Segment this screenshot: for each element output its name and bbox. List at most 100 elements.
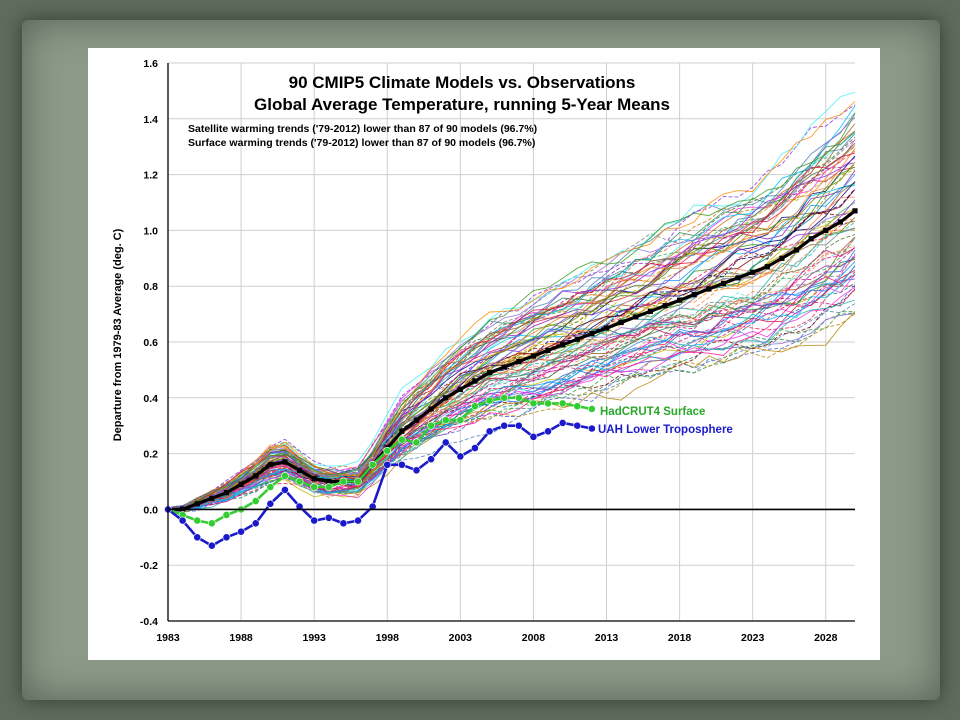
- uah-point: [397, 460, 406, 469]
- model-trace: [167, 131, 856, 513]
- model-mean-point: [750, 269, 756, 275]
- model-mean-point: [501, 364, 507, 370]
- chart-panel: 1983 1988 1993 1998 2003 2008 2013 2018 2023 2028…: [88, 48, 880, 660]
- model-trace: [167, 312, 856, 512]
- hadcrut4-point: [281, 472, 289, 480]
- y-tick-label: -0.2: [140, 560, 158, 572]
- model-trace: [167, 220, 856, 510]
- hadcrut4-point: [412, 438, 421, 447]
- y-tick-label: 0.2: [143, 449, 158, 461]
- hadcrut4-point: [587, 405, 596, 413]
- model-trace: [167, 249, 856, 513]
- x-tick-label: 1993: [302, 632, 326, 644]
- chart-title-line1: 90 CMIP5 Climate Models vs. Observations: [289, 73, 636, 92]
- model-trace: [167, 258, 856, 511]
- model-trace: [167, 303, 856, 512]
- uah-point: [485, 427, 494, 436]
- y-tick-label: 1.4: [143, 114, 158, 126]
- axes: [167, 63, 855, 622]
- model-trace: [167, 145, 856, 508]
- uah-point: [587, 424, 596, 433]
- model-mean-point: [253, 473, 259, 479]
- x-tick-label: 2008: [522, 632, 546, 644]
- uah-point: [544, 427, 552, 436]
- hadcrut4-point: [295, 477, 304, 486]
- x-tick-label: 1988: [229, 632, 253, 644]
- model-mean-point: [603, 325, 610, 331]
- model-mean-point: [209, 495, 215, 501]
- hadcrut4-point: [500, 393, 509, 402]
- model-mean-point: [428, 406, 434, 412]
- uah-point: [324, 513, 333, 522]
- x-tick-label: 1998: [376, 632, 400, 644]
- model-mean-point: [647, 308, 653, 314]
- hadcrut4-point: [558, 399, 567, 408]
- hadcrut4-label: HadCRUT4 Surface: [600, 406, 705, 418]
- x-tick-label: 2013: [595, 632, 619, 644]
- model-trace: [167, 147, 856, 510]
- uah-point: [266, 499, 275, 508]
- uah-point: [427, 455, 436, 464]
- hadcrut4-point: [251, 497, 260, 505]
- model-mean-point: [238, 481, 244, 487]
- y-tick-label: 0.0: [143, 504, 158, 516]
- hadcrut4-point: [427, 421, 436, 430]
- model-mean-point: [720, 280, 727, 287]
- model-mean-point: [296, 467, 303, 473]
- uah-point: [471, 444, 479, 452]
- model-mean-point: [282, 459, 288, 465]
- model-mean-point: [852, 208, 858, 214]
- hadcrut4-point: [397, 435, 406, 444]
- hadcrut4-point: [485, 396, 494, 405]
- uah-point: [514, 421, 523, 430]
- uah-point: [295, 502, 304, 511]
- model-trace: [167, 271, 856, 512]
- model-traces: [167, 91, 856, 514]
- model-trace: [167, 161, 856, 509]
- uah-point: [383, 460, 392, 469]
- model-mean-point: [486, 370, 493, 376]
- hadcrut4-point: [573, 402, 582, 411]
- model-mean-point: [516, 358, 522, 365]
- model-mean-point: [618, 319, 624, 326]
- uah-point: [281, 485, 289, 494]
- model-trace: [167, 113, 856, 511]
- hadcrut4-point: [324, 483, 333, 491]
- y-tick-label: 1.6: [143, 58, 158, 70]
- uah-point: [251, 519, 260, 528]
- hadcrut4-point: [441, 416, 450, 425]
- model-mean-point: [472, 378, 478, 384]
- uah-point: [456, 452, 465, 461]
- model-mean-point: [764, 264, 770, 270]
- model-trace: [167, 311, 856, 510]
- model-mean-point: [545, 347, 551, 353]
- model-mean-point: [633, 314, 639, 320]
- hadcrut4-point: [514, 393, 523, 402]
- chart-svg: 1983 1988 1993 1998 2003 2008 2013 2018 2023 2028…: [112, 58, 858, 644]
- satellite-note: Satellite warming trends ('79-2012) lowe…: [188, 123, 537, 135]
- model-mean-point: [823, 227, 829, 233]
- model-trace: [167, 133, 856, 508]
- hadcrut4-point: [222, 511, 231, 519]
- model-mean-point: [457, 386, 463, 393]
- uah-point: [339, 519, 348, 528]
- model-mean-point: [413, 417, 420, 423]
- model-trace: [167, 258, 856, 512]
- hadcrut4-point: [310, 483, 319, 491]
- x-tick-label: 2003: [449, 632, 473, 644]
- model-mean-point: [589, 331, 595, 337]
- model-mean-point: [837, 219, 843, 225]
- model-trace: [167, 261, 856, 511]
- model-trace: [167, 152, 856, 510]
- model-mean-point: [735, 275, 741, 281]
- uah-point: [207, 541, 216, 550]
- model-mean-point: [779, 255, 785, 261]
- uah-point: [368, 502, 377, 511]
- hadcrut4-point: [193, 516, 202, 525]
- uah-point: [354, 516, 362, 525]
- model-mean-point: [574, 336, 580, 342]
- model-mean-point: [311, 476, 317, 482]
- model-mean-point: [706, 286, 712, 292]
- model-mean-point: [399, 428, 405, 434]
- model-trace: [167, 274, 856, 512]
